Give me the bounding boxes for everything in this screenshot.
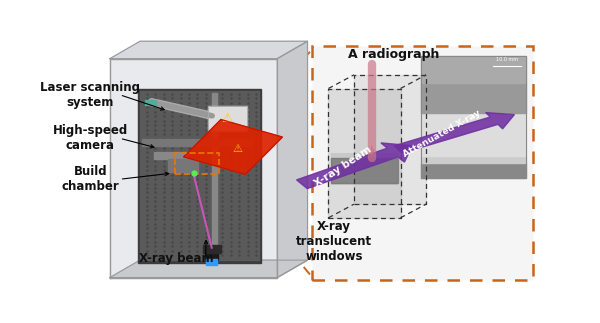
Polygon shape	[212, 93, 217, 250]
Polygon shape	[110, 41, 308, 59]
Text: X-ray beam: X-ray beam	[139, 252, 214, 266]
Polygon shape	[145, 100, 157, 105]
Polygon shape	[296, 143, 412, 189]
Polygon shape	[184, 120, 283, 174]
Text: Build
chamber: Build chamber	[61, 165, 119, 193]
Polygon shape	[421, 83, 526, 113]
Polygon shape	[142, 140, 252, 146]
Polygon shape	[421, 156, 526, 163]
Text: ⚠: ⚠	[221, 112, 233, 125]
Text: 10.0 mm: 10.0 mm	[496, 57, 518, 62]
Text: High-speed
camera: High-speed camera	[53, 124, 128, 152]
Text: A radiograph: A radiograph	[348, 48, 439, 61]
Polygon shape	[277, 41, 308, 277]
Text: X-ray
translucent
windows: X-ray translucent windows	[296, 220, 372, 263]
Text: X-ray beam: X-ray beam	[312, 145, 373, 190]
Polygon shape	[205, 248, 218, 260]
Polygon shape	[168, 159, 198, 172]
Text: ⚠: ⚠	[233, 144, 243, 154]
Polygon shape	[206, 259, 217, 265]
Polygon shape	[331, 158, 398, 183]
Text: Laser scanning
system: Laser scanning system	[40, 81, 140, 109]
Polygon shape	[154, 152, 187, 159]
Bar	[175, 153, 219, 174]
Polygon shape	[208, 106, 247, 131]
Polygon shape	[203, 245, 221, 253]
Polygon shape	[421, 56, 526, 83]
Polygon shape	[110, 59, 277, 277]
Polygon shape	[394, 113, 514, 153]
Polygon shape	[354, 75, 426, 204]
Polygon shape	[421, 113, 526, 156]
Polygon shape	[140, 91, 259, 260]
Polygon shape	[421, 163, 526, 178]
Polygon shape	[110, 260, 308, 277]
Text: Attenuated X-ray: Attenuated X-ray	[401, 109, 482, 159]
Polygon shape	[328, 89, 401, 218]
Polygon shape	[138, 89, 261, 263]
Bar	[312, 46, 533, 280]
